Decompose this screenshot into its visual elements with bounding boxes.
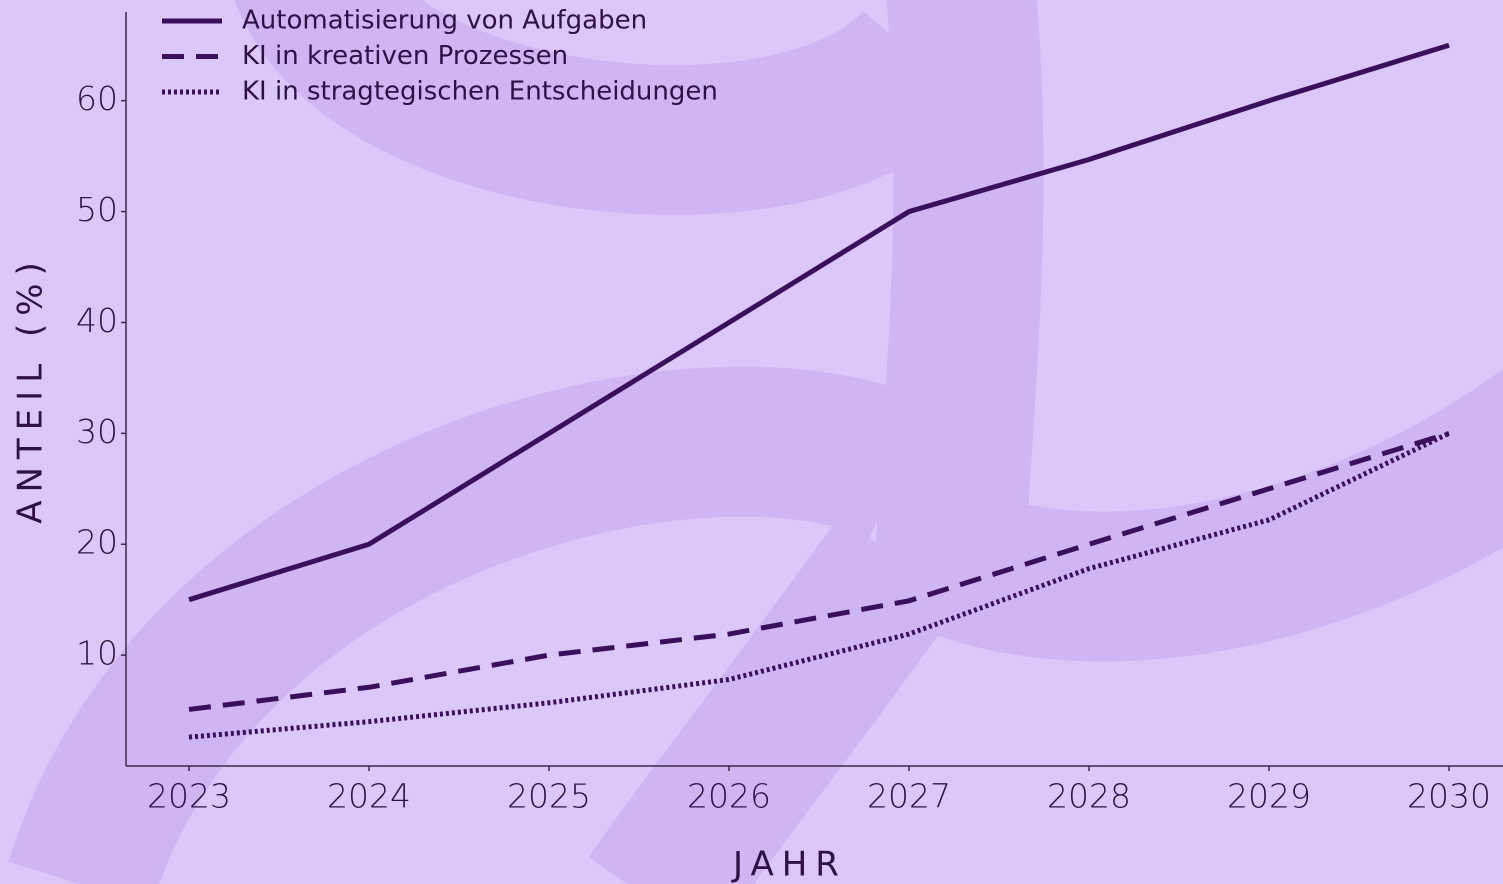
x-axis-title: JAHR <box>731 845 847 884</box>
series-line <box>188 42 1450 603</box>
series-line <box>188 430 1450 712</box>
x-tick-label: 2027 <box>867 777 951 816</box>
legend-label: KI in stragtegischen Entscheidungen <box>242 77 718 107</box>
background-decoration <box>8 0 1503 884</box>
y-tick-label: 50 <box>76 190 118 229</box>
x-tick-label: 2025 <box>507 777 591 816</box>
x-tick-label: 2030 <box>1407 777 1491 816</box>
y-tick-label: 40 <box>76 301 118 340</box>
y-tick-label: 30 <box>76 412 118 451</box>
y-tick-label: 60 <box>76 79 118 118</box>
x-tick-label: 2023 <box>147 777 231 816</box>
legend-label: Automatisierung von Aufgaben <box>242 6 647 36</box>
x-tick-label: 2028 <box>1047 777 1131 816</box>
x-tick-label: 2026 <box>687 777 771 816</box>
x-tick-label: 2024 <box>327 777 411 816</box>
y-tick-label: 20 <box>76 523 118 562</box>
y-tick-label: 10 <box>76 634 118 673</box>
series-line <box>188 431 1451 740</box>
y-axis-title: ANTEIL (%) <box>11 254 51 524</box>
legend-label: KI in kreativen Prozessen <box>242 41 568 71</box>
x-tick-label: 2029 <box>1227 777 1311 816</box>
